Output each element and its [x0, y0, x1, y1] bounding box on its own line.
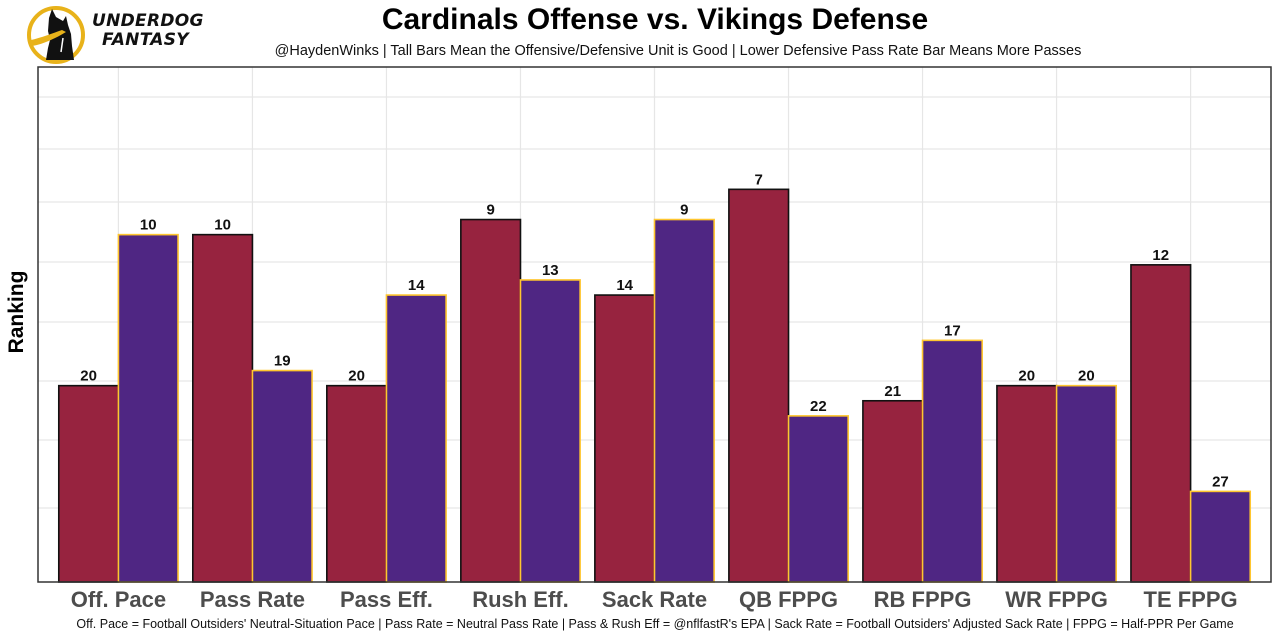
defense-rank-label: 27	[1212, 473, 1229, 490]
offense-bar	[326, 384, 388, 583]
logo-wordmark: UNDERDOG FANTASY	[92, 12, 204, 50]
defense-bar	[385, 294, 447, 583]
underdog-dog-logo-icon	[27, 6, 85, 64]
bars	[57, 188, 1252, 583]
offense-bar	[57, 384, 120, 583]
defense-bar	[519, 279, 581, 583]
defense-rank-label: 17	[944, 322, 961, 339]
offense-rank-label: 20	[348, 368, 365, 385]
defense-bar	[921, 339, 983, 583]
offense-rank-label: 20	[1018, 368, 1035, 385]
footer-caption: Off. Pace = Football Outsiders' Neutral-…	[76, 617, 1234, 631]
x-tick-label: RB FPPG	[874, 587, 972, 612]
offense-rank-label: 12	[1152, 247, 1169, 264]
offense-bar	[594, 294, 656, 583]
x-tick-label: Rush Eff.	[472, 587, 569, 612]
chart-subtitle: @HaydenWinks | Tall Bars Mean the Offens…	[274, 43, 1082, 59]
defense-bar	[251, 369, 313, 583]
chart-title: Cardinals Offense vs. Vikings Defense	[381, 3, 929, 36]
defense-rank-label: 14	[408, 277, 425, 294]
defense-rank-label: 20	[1078, 368, 1095, 385]
x-tick-label: Off. Pace	[71, 587, 166, 612]
offense-bar	[728, 188, 790, 583]
offense-rank-label: 9	[486, 202, 494, 219]
defense-rank-label: 19	[274, 353, 291, 370]
defense-bar	[1055, 384, 1118, 583]
x-tick-label: QB FPPG	[739, 587, 838, 612]
defense-bar	[787, 415, 849, 583]
defense-bar	[653, 218, 715, 583]
offense-rank-label: 21	[884, 383, 901, 400]
offense-bar	[460, 218, 522, 583]
offense-rank-label: 20	[80, 368, 97, 385]
defense-bar	[1189, 490, 1252, 583]
x-tick-label: Pass Rate	[200, 587, 305, 612]
offense-rank-label: 10	[214, 217, 231, 234]
x-tick-label: TE FPPG	[1144, 587, 1238, 612]
offense-rank-label: 7	[755, 171, 763, 188]
offense-bar	[191, 233, 254, 583]
underdog-fantasy-logo: UNDERDOG FANTASY	[26, 4, 216, 64]
defense-rank-label: 9	[680, 202, 688, 219]
logo-line-1: UNDERDOG	[92, 11, 204, 31]
defense-rank-label: 13	[542, 262, 559, 279]
x-tick-labels: Off. Pace Pass Rate Pass Eff. Rush Eff. Sack…	[71, 587, 1238, 612]
plot-frame	[37, 66, 1272, 583]
offense-rank-label: 14	[616, 277, 633, 294]
logo-line-2: FANTASY	[102, 30, 189, 50]
defense-rank-label: 10	[140, 217, 157, 234]
x-tick-label: Sack Rate	[602, 587, 707, 612]
offense-bar	[862, 399, 924, 583]
data-labels: 20 10 10 19 20 14 9 13 14 9 7 22 21 17 20 20 12 27	[80, 171, 1229, 490]
defense-bar	[117, 233, 179, 583]
offense-bar	[1130, 264, 1192, 583]
defense-rank-label: 22	[810, 398, 827, 415]
x-tick-label: WR FPPG	[1005, 587, 1108, 612]
x-tick-label: Pass Eff.	[340, 587, 433, 612]
offense-bar	[996, 384, 1058, 583]
